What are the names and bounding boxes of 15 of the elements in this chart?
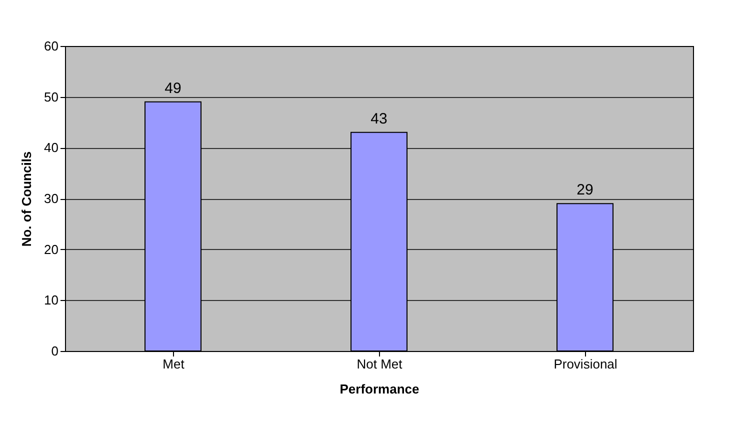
y-tick-label: 30 bbox=[44, 191, 58, 206]
y-tick-label: 10 bbox=[44, 292, 58, 308]
y-tick-label: 20 bbox=[44, 242, 58, 257]
data-label: 29 bbox=[576, 182, 594, 199]
x-tick-label: Not Met bbox=[356, 356, 403, 372]
x-tick-label: Provisional bbox=[554, 356, 618, 372]
y-tick-label: 40 bbox=[44, 140, 58, 156]
y-axis-title: No. of Councils bbox=[19, 151, 34, 247]
x-axis-title: Performance bbox=[340, 382, 420, 396]
data-label: 43 bbox=[370, 110, 388, 128]
y-tick-label: 50 bbox=[44, 89, 58, 104]
data-label: 49 bbox=[164, 80, 182, 97]
y-tick-label: 60 bbox=[44, 38, 58, 54]
y-tick-label: 0 bbox=[51, 344, 58, 358]
x-tick-label: Met bbox=[162, 356, 185, 372]
